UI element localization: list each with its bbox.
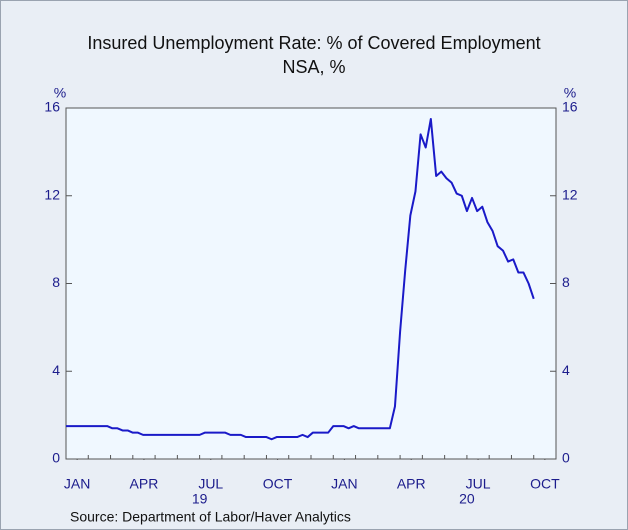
year-label: 19 (192, 491, 208, 507)
year-label: 20 (459, 491, 475, 507)
y2-tick-label: 16 (562, 99, 578, 115)
source: Source: Department of Labor/Haver Analyt… (70, 509, 351, 525)
y2-tick-label: 8 (562, 274, 570, 290)
x-tick-label: JAN (64, 476, 90, 492)
x-tick-label: OCT (263, 476, 293, 492)
x-tick-label: JUL (198, 476, 223, 492)
y2-tick-label: 0 (562, 450, 570, 466)
y2-tick-label: 4 (562, 362, 570, 378)
y-tick-label: 16 (44, 99, 60, 115)
y-tick-label: 12 (44, 186, 60, 202)
chart-subtitle: NSA, % (282, 57, 345, 77)
y-unit: % (54, 85, 66, 101)
y-tick-label: 0 (52, 450, 60, 466)
y-tick-label: 4 (52, 362, 60, 378)
y-tick-label: 8 (52, 274, 60, 290)
y2-tick-label: 12 (562, 186, 578, 202)
x-tick-label: OCT (530, 476, 560, 492)
y2-unit: % (564, 85, 576, 101)
line-series (66, 117, 535, 441)
x-tick-label: APR (397, 476, 426, 492)
x-tick-label: JAN (331, 476, 357, 492)
plot-area (65, 107, 557, 460)
x-tick-label: JUL (466, 476, 491, 492)
x-tick-label: APR (130, 476, 159, 492)
chart-title: Insured Unemployment Rate: % of Covered … (87, 33, 540, 53)
